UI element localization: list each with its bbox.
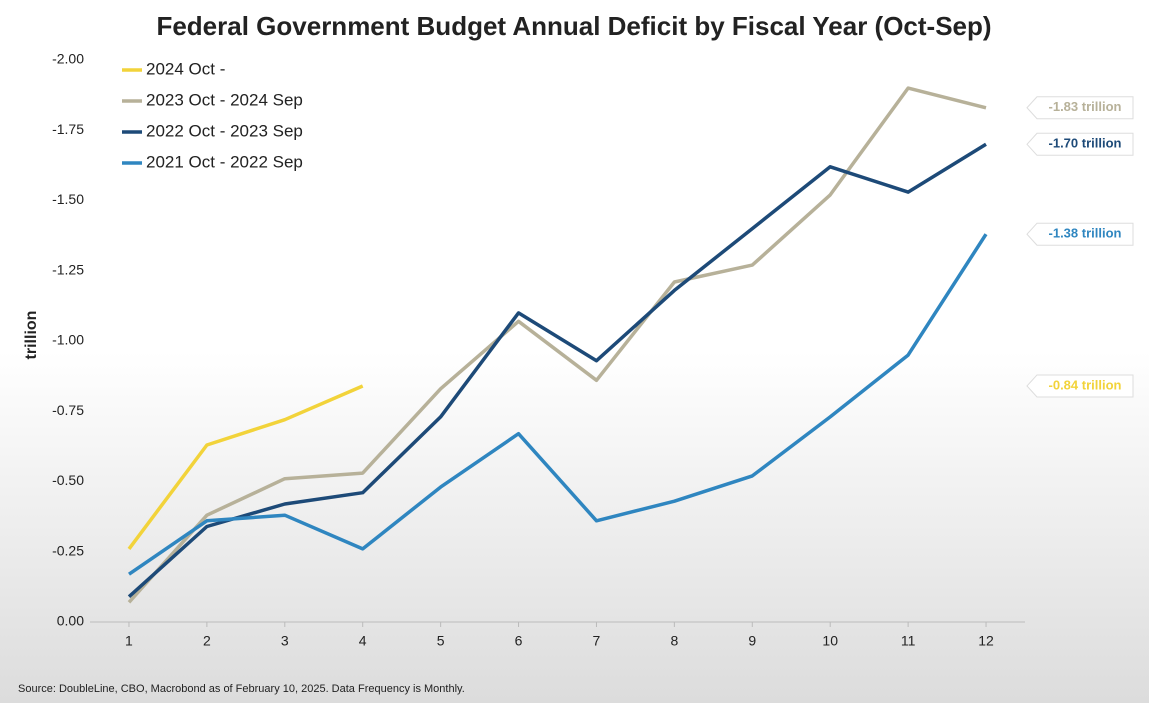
y-tick-label: -1.50 (52, 191, 84, 207)
end-label-box (1026, 222, 1134, 246)
x-tick-label: 9 (748, 633, 756, 649)
y-tick-label: -1.75 (52, 121, 84, 137)
x-tick-label: 11 (901, 633, 916, 649)
y-tick-label: 0.00 (57, 613, 84, 629)
end-label: -0.84 trillion (1049, 377, 1122, 392)
series-line (127, 86, 987, 604)
y-tick-label: -1.25 (52, 261, 84, 277)
series-line (127, 142, 987, 599)
x-tick-label: 8 (670, 633, 678, 649)
x-tick-label: 3 (281, 633, 289, 649)
end-label-box (1026, 132, 1134, 156)
legend-label: 2023 Oct - 2024 Sep (146, 90, 303, 109)
series-line (128, 233, 988, 576)
end-label: -1.38 trillion (1049, 226, 1122, 241)
legend-label: 2021 Oct - 2022 Sep (146, 152, 303, 171)
end-label: -1.70 trillion (1049, 136, 1122, 151)
x-tick-label: 12 (978, 633, 994, 649)
source-note: Source: DoubleLine, CBO, Macrobond as of… (18, 683, 465, 695)
x-tick-label: 2 (203, 633, 211, 649)
x-tick-label: 10 (822, 633, 838, 649)
legend-label: 2022 Oct - 2023 Sep (146, 121, 303, 140)
x-tick-label: 5 (437, 633, 445, 649)
x-tick-label: 4 (359, 633, 367, 649)
y-tick-label: -2.00 (52, 51, 84, 67)
y-tick-label: -0.75 (52, 402, 84, 418)
chart-title: Federal Government Budget Annual Deficit… (156, 11, 991, 41)
x-tick-label: 6 (515, 633, 523, 649)
x-tick-label: 1 (125, 633, 133, 649)
y-tick-label: -0.25 (52, 542, 84, 558)
end-label-box (1026, 374, 1134, 398)
y-axis-label: trillion (23, 311, 40, 360)
end-label: -1.83 trillion (1049, 99, 1122, 114)
y-tick-label: -0.50 (52, 472, 84, 488)
y-tick-label: -1.00 (52, 332, 84, 348)
legend-label: 2024 Oct - (146, 59, 225, 78)
series-line (127, 384, 364, 550)
x-tick-label: 7 (593, 633, 601, 649)
end-label-box (1026, 96, 1134, 120)
